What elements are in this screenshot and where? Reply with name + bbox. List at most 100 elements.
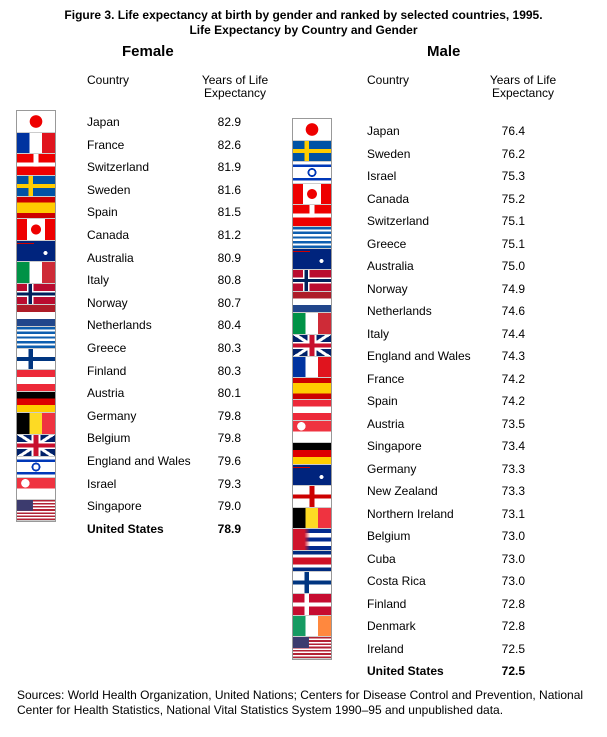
table-cell: New Zealand xyxy=(367,484,438,498)
table-cell: 75.1 xyxy=(501,236,525,251)
table-cell: Ireland xyxy=(367,641,404,656)
table-cell: Costa Rica xyxy=(367,574,426,588)
table-cell: 73.0 xyxy=(501,574,525,588)
table-cell: England and Wales xyxy=(87,454,191,468)
table-cell: Finland xyxy=(87,363,127,378)
column-header: Country xyxy=(367,73,410,87)
table-cell: 75.1 xyxy=(501,214,525,228)
table-cell: Israel xyxy=(87,476,117,491)
table-cell: Austria xyxy=(87,386,125,401)
table-cell: Austria xyxy=(367,416,405,431)
table-cell: 74.3 xyxy=(501,349,525,363)
table-cell: Greece xyxy=(367,236,407,251)
table-cell: 74.9 xyxy=(501,281,525,296)
table-cell: Norway xyxy=(87,295,128,310)
table-cell: Netherlands xyxy=(367,304,432,318)
table-cell: Singapore xyxy=(367,439,422,453)
table-cell: Israel xyxy=(367,169,397,183)
flag-column xyxy=(292,118,332,660)
female-heading: Female xyxy=(122,43,174,60)
table-cell: Canada xyxy=(367,191,410,206)
table-cell: Switzerland xyxy=(87,160,150,175)
table-cell: 75.0 xyxy=(501,259,525,273)
table-cell: 73.0 xyxy=(501,529,525,543)
table-cell: 80.3 xyxy=(217,363,241,378)
table-cell: France xyxy=(367,371,405,386)
table-cell: 81.6 xyxy=(217,182,241,197)
table-cell: 76.4 xyxy=(501,124,525,138)
table-cell: 81.9 xyxy=(217,160,241,175)
table-cell: 79.3 xyxy=(217,476,241,491)
table-cell: 80.3 xyxy=(217,341,241,355)
table-cell: Northern Ireland xyxy=(367,506,454,521)
table-cell: 72.5 xyxy=(501,641,525,656)
table-cell: Japan xyxy=(87,115,120,129)
table-cell: 80.9 xyxy=(217,250,241,265)
table-cell: Australia xyxy=(87,250,134,265)
table-cell: 80.1 xyxy=(217,386,241,401)
subtitle: Life Expectancy by Country and Gender xyxy=(189,23,418,37)
table-cell: Australia xyxy=(367,259,414,273)
table-cell: 80.4 xyxy=(217,318,241,333)
table-cell: 74.4 xyxy=(501,326,525,341)
table-cell: 75.3 xyxy=(501,169,525,183)
table-cell: 74.2 xyxy=(501,371,525,386)
table-cell: 79.6 xyxy=(217,454,241,468)
table-cell: 81.2 xyxy=(217,228,241,242)
table-cell: Belgium xyxy=(367,529,411,543)
table-cell: 81.5 xyxy=(217,205,241,220)
table-cell: Sweden xyxy=(367,146,411,161)
male-heading: Male xyxy=(427,43,461,60)
table-cell: Norway xyxy=(367,281,408,296)
table-cell: 72.5 xyxy=(501,664,525,678)
table-cell: Spain xyxy=(367,394,398,408)
table-cell: Finland xyxy=(367,596,407,611)
table-cell: 82.9 xyxy=(217,115,241,129)
table-cell: Italy xyxy=(367,326,390,341)
table-cell: 76.2 xyxy=(501,146,525,161)
table-cell: 79.8 xyxy=(217,431,241,446)
table-cell: 80.8 xyxy=(217,273,241,288)
table-cell: 72.8 xyxy=(501,596,525,611)
table-cell: United States xyxy=(87,521,164,536)
table-cell: Germany xyxy=(367,461,417,476)
table-cell: England and Wales xyxy=(367,349,471,363)
table-cell: 73.3 xyxy=(501,484,525,498)
table-cell: 73.4 xyxy=(501,439,525,453)
column-header: Years of Life Expectancy xyxy=(489,73,557,100)
table-cell: Italy xyxy=(87,273,110,288)
table-cell: 79.8 xyxy=(217,408,241,423)
table-cell: Sweden xyxy=(87,182,131,197)
table-cell: 73.5 xyxy=(501,416,525,431)
table-cell: 82.6 xyxy=(217,137,241,152)
title: Figure 3. Life expectancy at birth by ge… xyxy=(64,8,543,22)
table-cell: Switzerland xyxy=(367,214,430,228)
table-cell: 78.9 xyxy=(217,521,241,536)
sources: Sources: World Health Organization, Unit… xyxy=(17,688,584,717)
table-cell: Japan xyxy=(367,124,400,138)
table-cell: 74.2 xyxy=(501,394,525,408)
table-cell: Greece xyxy=(87,341,127,355)
table-cell: France xyxy=(87,137,125,152)
table-cell: 79.0 xyxy=(217,499,241,514)
table-cell: 75.2 xyxy=(501,191,525,206)
table-cell: 80.7 xyxy=(217,295,241,310)
table-cell: Singapore xyxy=(87,499,142,514)
flag-column xyxy=(16,110,56,523)
table-cell: 73.0 xyxy=(501,551,525,566)
table-cell: Netherlands xyxy=(87,318,152,333)
table-cell: 73.1 xyxy=(501,506,525,521)
column-header: Country xyxy=(87,73,130,87)
table-cell: Spain xyxy=(87,205,118,220)
table-cell: Cuba xyxy=(367,551,396,566)
table-cell: 74.6 xyxy=(501,304,525,318)
table-cell: 73.3 xyxy=(501,461,525,476)
table-cell: Canada xyxy=(87,228,130,242)
table-cell: Germany xyxy=(87,408,137,423)
table-cell: 72.8 xyxy=(501,619,525,633)
column-header: Years of Life Expectancy xyxy=(201,73,269,100)
table-cell: Denmark xyxy=(367,619,416,633)
table-cell: Belgium xyxy=(87,431,131,446)
table-cell: United States xyxy=(367,664,444,678)
